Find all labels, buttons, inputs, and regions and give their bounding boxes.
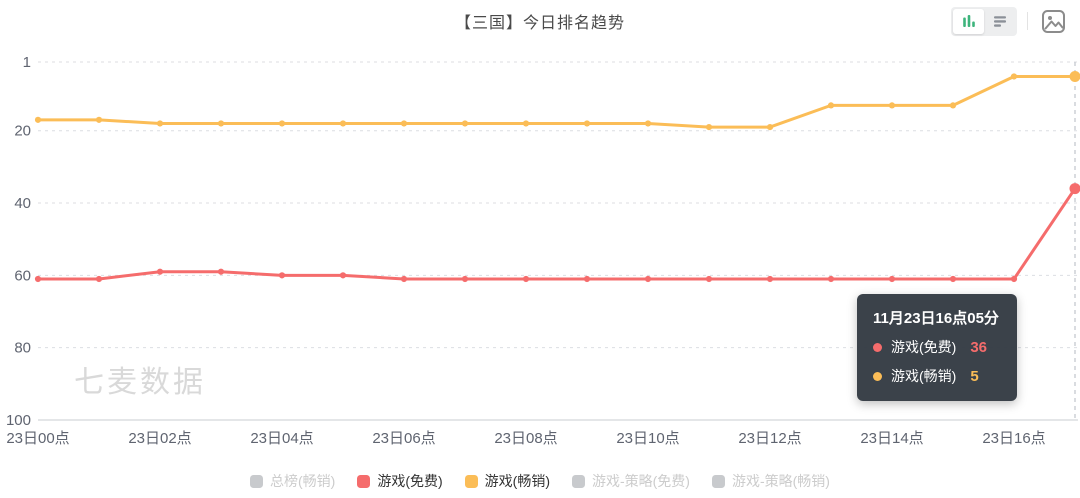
image-icon xyxy=(1041,9,1065,33)
data-point[interactable] xyxy=(156,120,164,127)
data-point[interactable] xyxy=(95,116,103,123)
bar-chart-icon xyxy=(962,15,975,27)
data-point[interactable] xyxy=(888,275,896,283)
data-point[interactable] xyxy=(34,116,42,123)
legend-label: 总榜(畅销) xyxy=(270,473,336,489)
toolbar xyxy=(951,6,1068,36)
series-line-0[interactable] xyxy=(36,187,1077,281)
data-point[interactable] xyxy=(827,102,835,109)
data-point[interactable] xyxy=(766,123,774,131)
tooltip-series-value: 36 xyxy=(970,338,988,356)
legend-label: 游戏-策略(免费) xyxy=(591,473,690,489)
view-toggle xyxy=(951,6,1017,36)
tooltip-series-label: 游戏(畅销) xyxy=(891,368,957,384)
legend-marker xyxy=(571,474,585,488)
data-point[interactable] xyxy=(278,272,286,279)
legend-item-0[interactable]: 总榜(畅销) xyxy=(250,471,335,491)
data-point[interactable] xyxy=(827,275,835,283)
data-point[interactable] xyxy=(705,275,713,283)
data-point[interactable] xyxy=(1010,275,1018,283)
data-point[interactable] xyxy=(400,275,408,283)
x-axis-tick-label: 23日06点 xyxy=(372,430,435,447)
data-point[interactable] xyxy=(461,120,469,127)
x-axis-tick-label: 23日10点 xyxy=(616,430,679,447)
y-axis-tick-label: 40 xyxy=(14,195,31,212)
x-axis-tick-label: 23日08点 xyxy=(494,430,557,447)
x-axis-tick-label: 23日12点 xyxy=(738,430,801,447)
tooltip-title: 11月23日16点05分 xyxy=(873,310,999,327)
legend-item-1[interactable]: 游戏(免费) xyxy=(357,471,443,491)
legend-marker xyxy=(250,474,263,488)
data-point[interactable] xyxy=(461,275,469,283)
tooltip-series-dot xyxy=(873,342,882,352)
data-point[interactable] xyxy=(705,123,713,131)
toolbar-divider xyxy=(1027,12,1028,30)
data-point[interactable] xyxy=(766,275,774,283)
data-point[interactable] xyxy=(522,275,530,283)
legend-marker xyxy=(711,474,725,488)
x-axis-tick-label: 23日02点 xyxy=(128,430,191,447)
list-icon xyxy=(993,16,1006,27)
legend-label: 游戏-策略(畅销) xyxy=(731,473,830,489)
data-point[interactable] xyxy=(217,268,225,275)
chart-view-button[interactable] xyxy=(953,8,984,34)
data-point[interactable] xyxy=(217,120,225,127)
y-axis-tick-label: 100 xyxy=(6,412,31,429)
data-point[interactable] xyxy=(644,120,652,127)
legend-marker xyxy=(464,474,478,488)
y-axis-tick-label: 1 xyxy=(23,54,31,71)
x-axis-tick-label: 23日16点 xyxy=(982,430,1045,447)
data-point[interactable] xyxy=(888,102,896,109)
data-point[interactable] xyxy=(949,275,957,283)
list-view-button[interactable] xyxy=(984,9,1015,34)
data-point-hovered[interactable] xyxy=(1069,70,1080,82)
legend-label: 游戏(畅销) xyxy=(484,473,550,489)
series-line-1[interactable] xyxy=(36,74,1077,129)
y-axis-tick-label: 60 xyxy=(14,267,31,284)
export-image-button[interactable] xyxy=(1038,6,1068,36)
tooltip-row: 游戏(免费) 36 xyxy=(873,337,999,357)
tooltip-rows: 游戏(免费) 36 游戏(畅销) 5 xyxy=(873,337,999,386)
tooltip-series-value: 5 xyxy=(970,367,979,385)
data-point[interactable] xyxy=(583,120,591,127)
data-point[interactable] xyxy=(400,120,408,127)
legend-item-3[interactable]: 游戏-策略(免费) xyxy=(571,471,690,491)
data-point[interactable] xyxy=(34,275,42,283)
data-point[interactable] xyxy=(156,268,164,275)
legend-label: 游戏(免费) xyxy=(377,473,443,489)
data-point[interactable] xyxy=(278,120,286,127)
data-point[interactable] xyxy=(949,102,957,109)
data-point[interactable] xyxy=(95,275,103,283)
legend-item-2[interactable]: 游戏(畅销) xyxy=(464,471,550,491)
x-axis-tick-label: 23日14点 xyxy=(860,430,923,447)
x-axis-tick-label: 23日04点 xyxy=(250,430,313,447)
tooltip-series-dot xyxy=(873,371,882,381)
y-axis-tick-label: 20 xyxy=(14,123,31,140)
legend-marker xyxy=(357,474,371,488)
x-axis-tick-label: 23日00点 xyxy=(6,430,69,447)
data-point[interactable] xyxy=(339,272,347,279)
data-point[interactable] xyxy=(1010,73,1018,80)
data-point[interactable] xyxy=(522,120,530,127)
data-point[interactable] xyxy=(644,275,652,283)
data-point[interactable] xyxy=(339,120,347,127)
legend: 总榜(畅销) 游戏(免费) 游戏(畅销) 游戏-策略(免费) 游戏-策略(畅销) xyxy=(0,471,1080,491)
chart-tooltip: 11月23日16点05分 游戏(免费) 36 游戏(畅销) 5 xyxy=(857,294,1017,401)
data-point[interactable] xyxy=(583,275,591,283)
data-point-hovered[interactable] xyxy=(1069,183,1080,195)
page-title: 【三国】今日排名趋势 xyxy=(454,15,625,32)
legend-item-4[interactable]: 游戏-策略(畅销) xyxy=(711,471,830,491)
watermark: 七麦数据 xyxy=(74,366,206,399)
tooltip-series-label: 游戏(免费) xyxy=(891,339,957,355)
y-axis-tick-label: 80 xyxy=(14,340,31,357)
tooltip-row: 游戏(畅销) 5 xyxy=(873,366,999,386)
